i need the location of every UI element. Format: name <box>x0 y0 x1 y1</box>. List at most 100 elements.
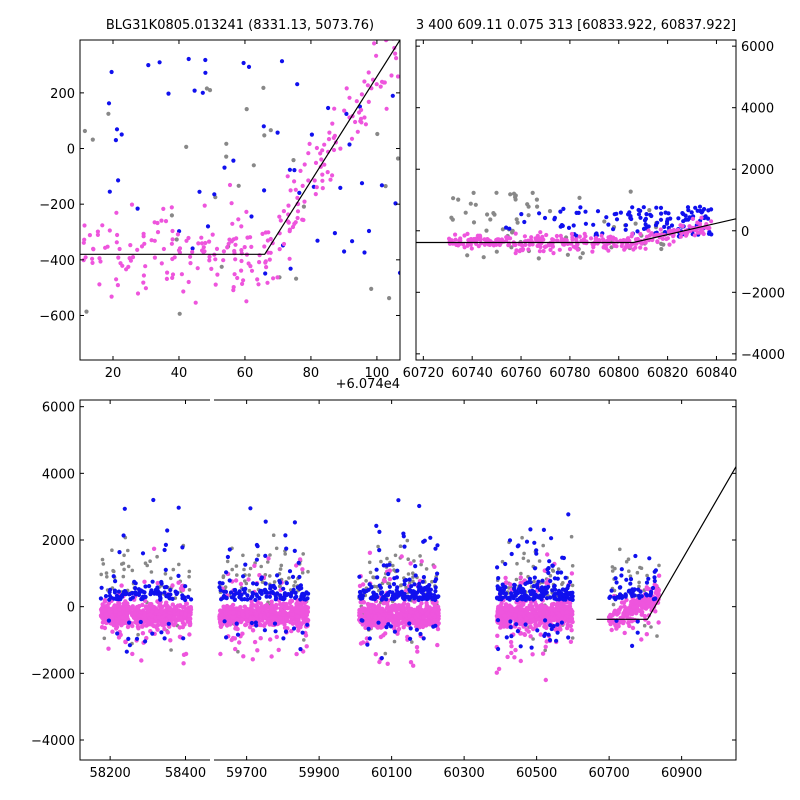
pink-point <box>148 612 153 618</box>
pink-point <box>574 237 579 242</box>
pink-point <box>555 238 560 243</box>
pink-point <box>577 234 582 239</box>
blue-point <box>633 553 638 559</box>
pink-point <box>495 633 500 638</box>
blue-point <box>192 88 197 93</box>
pink-point <box>102 599 108 604</box>
blue-point <box>647 556 652 561</box>
blue-point <box>638 215 643 220</box>
blue-point <box>664 221 670 226</box>
blue-point <box>413 564 418 569</box>
pink-point <box>273 604 278 609</box>
pink-point <box>161 246 166 252</box>
season-ytick-label: 2000 <box>741 163 774 178</box>
gray-point <box>102 636 107 641</box>
blue-point <box>344 111 349 116</box>
blue-point <box>383 593 388 598</box>
pink-point <box>435 642 440 648</box>
pink-point <box>117 246 122 252</box>
blue-point <box>384 563 389 568</box>
zoom-model-line <box>80 40 400 255</box>
pink-point <box>269 599 274 604</box>
pink-point <box>420 620 426 625</box>
pink-point <box>268 605 274 610</box>
blue-point <box>521 593 527 599</box>
blue-point <box>614 211 619 216</box>
season-xtick-label: 60840 <box>696 366 737 381</box>
pink-point <box>281 612 286 617</box>
zoom-points <box>81 32 400 316</box>
pink-point <box>117 601 122 606</box>
pink-point <box>114 626 119 631</box>
blue-point <box>669 223 675 228</box>
pink-point <box>378 84 383 89</box>
blue-point <box>332 231 337 236</box>
blue-point <box>371 590 376 596</box>
blue-point <box>418 631 423 637</box>
gray-point <box>163 572 168 576</box>
gray-point <box>624 559 629 564</box>
blue-point <box>558 209 563 214</box>
zoom-ytick-label: 200 <box>50 87 75 102</box>
pink-point <box>313 160 319 165</box>
pink-point <box>122 620 127 626</box>
pink-point <box>294 622 300 627</box>
blue-point <box>547 559 552 564</box>
blue-point <box>617 595 622 600</box>
pink-point <box>124 610 129 616</box>
pink-point <box>354 99 359 104</box>
pink-point <box>381 32 385 36</box>
blue-point <box>552 592 558 597</box>
pink-point <box>302 600 307 606</box>
gray-point <box>306 569 310 574</box>
gray-point <box>244 107 249 112</box>
gray-point <box>520 535 524 540</box>
blue-point <box>433 589 438 594</box>
pink-point <box>168 638 173 643</box>
blue-point <box>644 580 650 585</box>
blue-point <box>288 266 293 271</box>
pink-point <box>269 609 275 614</box>
blue-point <box>541 527 547 533</box>
pink-point <box>408 561 413 566</box>
pink-point <box>543 644 548 649</box>
pink-point <box>263 260 268 265</box>
gray-point <box>419 562 423 567</box>
pink-point <box>107 606 112 611</box>
full-left-frame <box>79 399 210 761</box>
blue-point <box>709 207 714 212</box>
gray-point <box>292 584 296 588</box>
gray-point <box>244 581 249 586</box>
zoom-panel-offset-label: +6.074e4 <box>336 377 400 392</box>
pink-point <box>508 639 514 645</box>
full-right-xtick-label: 60500 <box>516 766 557 781</box>
gray-point <box>279 563 284 568</box>
pink-point <box>302 199 307 204</box>
pink-point <box>106 646 111 651</box>
blue-point <box>618 592 623 597</box>
blue-point <box>702 207 707 212</box>
gray-point <box>207 88 213 93</box>
blue-point <box>643 216 649 221</box>
blue-point <box>548 623 553 628</box>
blue-point <box>518 584 523 589</box>
pink-point <box>567 619 572 624</box>
season-ytick-label: −2000 <box>741 286 785 301</box>
gray-point <box>104 571 109 575</box>
pink-point <box>256 282 261 287</box>
blue-point <box>686 208 691 213</box>
pink-point <box>399 554 404 559</box>
blue-point <box>407 621 412 626</box>
pink-point <box>359 92 364 97</box>
blue-point <box>136 587 141 592</box>
pink-point <box>142 617 148 622</box>
gray-point <box>121 574 126 579</box>
pink-point <box>199 241 205 246</box>
pink-point <box>606 235 611 240</box>
blue-point <box>392 576 397 581</box>
pink-point <box>466 241 471 246</box>
pink-point <box>188 261 193 266</box>
gray-point <box>511 191 517 196</box>
pink-point <box>541 611 546 616</box>
blue-point <box>558 224 563 229</box>
